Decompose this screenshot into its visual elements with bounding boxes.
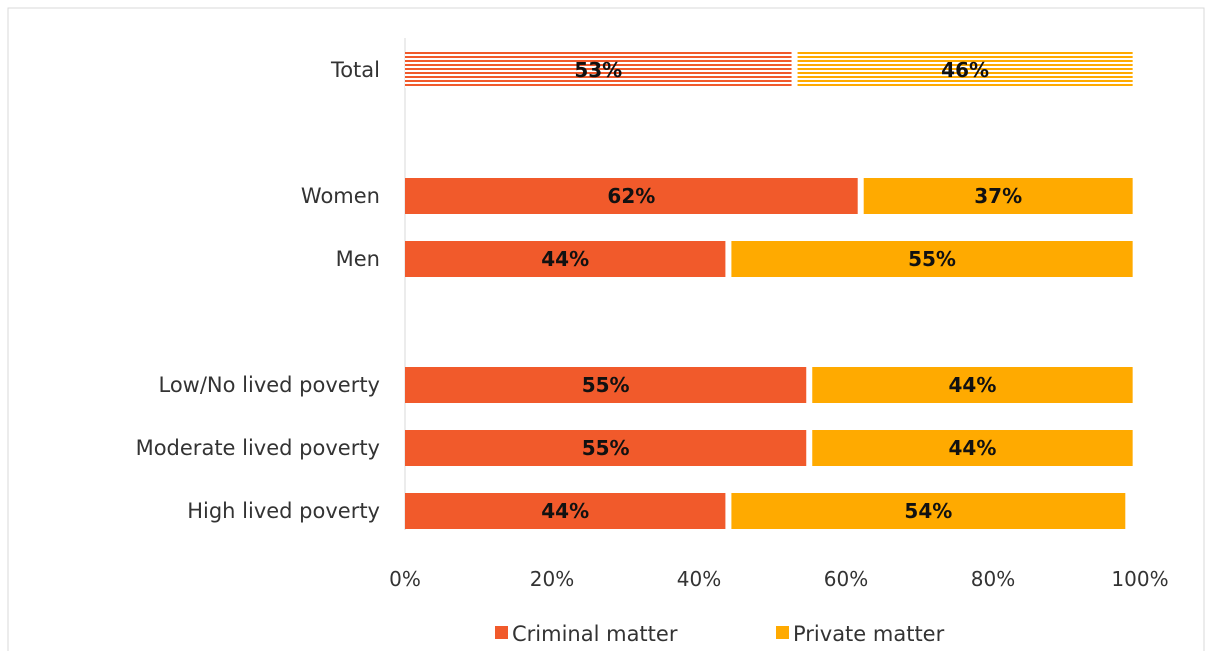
bar-criminal-matter [405, 52, 792, 88]
bar-private-matter [797, 52, 1133, 88]
x-tick-label: 100% [1111, 567, 1168, 591]
data-label: 55% [582, 436, 630, 460]
data-label: 46% [941, 58, 989, 82]
x-tick-label: 80% [971, 567, 1015, 591]
data-label: 54% [904, 499, 952, 523]
data-label: 44% [949, 436, 997, 460]
data-label: 44% [541, 247, 589, 271]
legend-label: Private matter [793, 622, 945, 646]
category-label: Moderate lived poverty [136, 436, 380, 460]
bar-criminal-matter [405, 430, 807, 466]
bar-criminal-matter [405, 241, 726, 277]
category-label: Low/No lived poverty [158, 373, 380, 397]
data-label: 37% [974, 184, 1022, 208]
data-label: 55% [582, 373, 630, 397]
chart-frame [7, 7, 1205, 651]
x-tick-label: 40% [677, 567, 721, 591]
legend-label: Criminal matter [512, 622, 678, 646]
x-tick-label: 20% [530, 567, 574, 591]
bar-private-matter [812, 367, 1133, 403]
x-tick-label: 60% [824, 567, 868, 591]
data-label: 53% [574, 58, 622, 82]
x-tick-label: 0% [389, 567, 421, 591]
bar-private-matter [812, 430, 1133, 466]
legend-swatch [495, 626, 508, 639]
data-label: 62% [607, 184, 655, 208]
category-label: High lived poverty [187, 499, 380, 523]
legend: Criminal matter Private matter [495, 622, 945, 646]
data-label: 44% [541, 499, 589, 523]
category-label: Women [301, 184, 380, 208]
bar-criminal-matter [405, 493, 726, 529]
legend-swatch [776, 626, 789, 639]
bar-criminal-matter [405, 367, 807, 403]
category-label: Total [330, 58, 380, 82]
bar-criminal-matter [405, 178, 858, 214]
data-label: 44% [949, 373, 997, 397]
data-label: 55% [908, 247, 956, 271]
bar-private-matter [731, 241, 1133, 277]
bar-private-matter [863, 178, 1133, 214]
category-label: Men [336, 247, 380, 271]
bar-private-matter [731, 493, 1126, 529]
